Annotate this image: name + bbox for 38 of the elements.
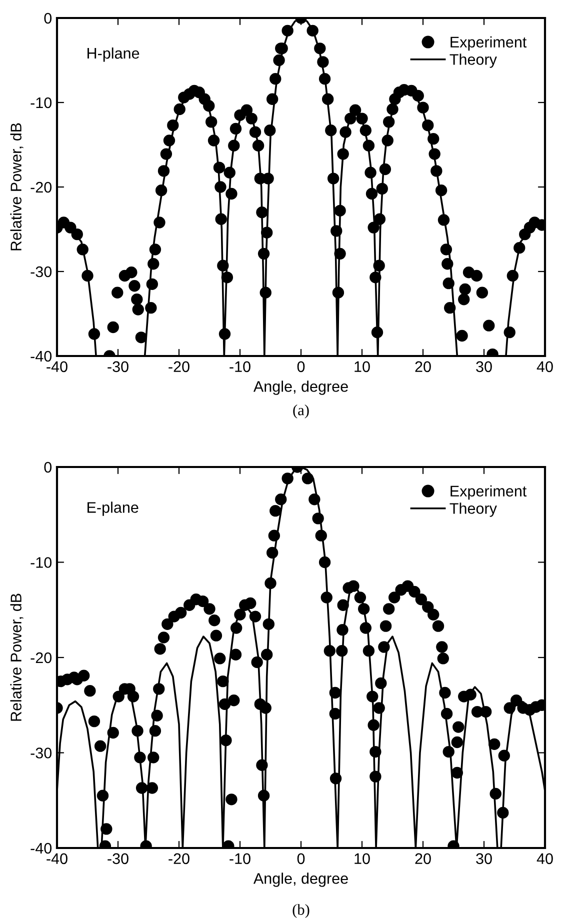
x-tick-label: 10 xyxy=(354,361,370,372)
x-axis-title: Angle, degree xyxy=(253,380,348,395)
x-tick-label: 20 xyxy=(415,853,431,864)
y-tick-label: -30 xyxy=(30,748,52,758)
x-tick-label: 0 xyxy=(297,361,305,372)
annotation: E-plane xyxy=(88,502,138,516)
legend-label: Experiment xyxy=(450,485,527,500)
x-tick-label: 40 xyxy=(536,853,553,864)
annotation: H-plane xyxy=(88,47,140,62)
text: (a) xyxy=(293,404,309,418)
x-tick-label: -10 xyxy=(230,361,250,372)
y-tick-label: -20 xyxy=(30,652,52,664)
y-tick-label: -20 xyxy=(30,182,52,193)
y-tick-label: 0 xyxy=(44,12,52,24)
y-axis-title: Relative Power, dB xyxy=(10,594,24,721)
legend-label: Theory xyxy=(450,54,497,68)
y-tick-label: 0 xyxy=(44,462,52,473)
y-tick-label: -30 xyxy=(30,266,52,278)
y-tick-label: -10 xyxy=(30,97,52,108)
x-tick-label: 30 xyxy=(476,361,492,372)
x-tick-label: 30 xyxy=(476,853,492,864)
x-tick-label: -30 xyxy=(108,361,128,372)
y-tick-label: -40 xyxy=(30,842,52,854)
x-tick-label: 0 xyxy=(297,853,305,864)
x-tick-label: -20 xyxy=(168,853,190,864)
x-tick-label: 40 xyxy=(536,361,553,372)
text: (b) xyxy=(292,904,310,918)
x-tick-label: -10 xyxy=(230,853,250,864)
y-tick-label: -10 xyxy=(30,557,52,568)
x-tick-label: 20 xyxy=(415,361,431,372)
y-tick-label: -40 xyxy=(30,350,52,362)
legend-label: Theory xyxy=(450,502,497,517)
x-tick-label: -30 xyxy=(108,853,128,864)
x-tick-label: 10 xyxy=(354,853,370,864)
legend-label: Experiment xyxy=(450,36,527,51)
x-tick-label: -20 xyxy=(168,361,190,372)
y-axis-title: Relative Power, dB xyxy=(10,123,24,250)
x-axis-title: Angle, degree xyxy=(253,872,348,887)
